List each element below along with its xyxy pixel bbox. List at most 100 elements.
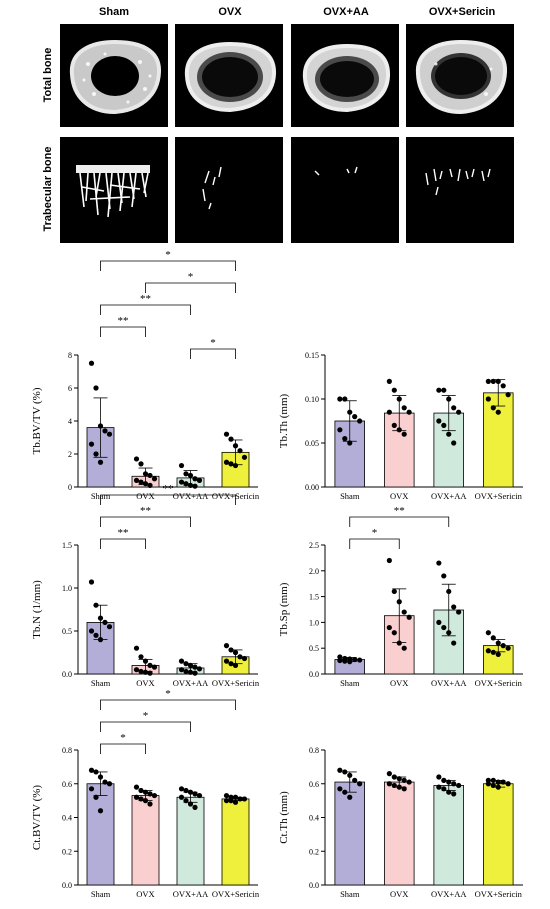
data-point [178, 479, 185, 485]
data-point [451, 640, 457, 646]
data-point [142, 798, 149, 804]
data-point [183, 471, 189, 477]
data-point [401, 777, 407, 783]
data-point [337, 786, 343, 792]
bone-cross-section-image [184, 41, 277, 113]
data-point [441, 422, 447, 428]
data-point [436, 560, 442, 566]
data-point [228, 661, 234, 667]
bar-ovx [131, 795, 160, 886]
data-point [88, 628, 95, 634]
significance-bracket [100, 260, 236, 271]
data-point [241, 796, 248, 802]
data-point [223, 643, 230, 649]
data-point [386, 771, 392, 777]
data-point [232, 649, 239, 656]
data-point [386, 557, 392, 564]
data-point [192, 664, 198, 670]
significance-label: * [120, 732, 126, 744]
y-tick-label: 1.0 [62, 584, 72, 593]
data-point [183, 481, 189, 487]
ct-scan-total-ovx-sericin [406, 24, 514, 127]
data-point [88, 786, 95, 792]
significance-label: ** [394, 505, 405, 517]
x-tick-label: OVX+Sericin [475, 889, 523, 899]
data-point [237, 654, 243, 660]
data-point [93, 794, 99, 800]
data-point [386, 378, 392, 384]
significance-bracket [100, 326, 146, 337]
x-tick-label: OVX+AA [431, 889, 467, 899]
y-tick-label: 0.05 [305, 439, 319, 448]
significance-label: ** [163, 483, 174, 495]
data-point [138, 796, 144, 802]
y-tick-label: 0.6 [309, 780, 319, 789]
x-tick-label: OVX+Sericin [475, 678, 523, 688]
x-tick-label: Sham [91, 889, 111, 899]
data-point [490, 405, 496, 411]
data-point [93, 632, 99, 638]
data-point [386, 624, 392, 631]
bone-cross-section-image [302, 43, 391, 113]
data-point [352, 656, 358, 663]
data-point [232, 662, 239, 669]
data-point [451, 405, 457, 411]
data-point [187, 482, 194, 488]
data-point [495, 640, 501, 646]
data-point [396, 427, 402, 433]
x-tick-label: Sham [91, 678, 111, 688]
data-point [386, 781, 392, 787]
data-point [337, 427, 343, 433]
data-point [456, 609, 462, 615]
y-tick-label: 1.5 [62, 541, 72, 550]
data-point [490, 378, 496, 384]
data-point [241, 655, 248, 662]
data-point [97, 808, 104, 814]
x-tick-label: OVX+AA [431, 491, 467, 501]
ct-scan-total-ovx [175, 24, 283, 127]
data-point [451, 791, 457, 797]
data-point [386, 409, 392, 415]
data-point [228, 647, 234, 653]
y-tick-label: 0.5 [309, 644, 319, 653]
trabecular-bone-image [314, 166, 358, 176]
data-point [500, 643, 506, 649]
data-point [485, 648, 491, 654]
data-point [223, 459, 230, 465]
data-point [106, 781, 113, 787]
ct-scan-total-ovx-aa [291, 24, 399, 127]
trabecular-bone-image [202, 166, 222, 210]
data-point [391, 387, 397, 393]
bar-ovx-sericin [482, 392, 514, 488]
y-tick-label: 2.0 [309, 567, 319, 576]
y-tick-label: 0.2 [309, 847, 319, 856]
x-tick-label: OVX [136, 678, 154, 688]
significance-bracket [190, 348, 236, 359]
y-tick-label: 0.8 [62, 746, 72, 755]
x-tick-label: OVX [390, 678, 408, 688]
y-tick-label: 0.4 [309, 814, 319, 823]
y-tick-label: 0.8 [309, 746, 319, 755]
data-point [500, 383, 506, 389]
data-point [485, 396, 491, 402]
data-point [93, 602, 99, 608]
x-tick-label: OVX [390, 491, 408, 501]
data-point [436, 784, 442, 790]
data-point [401, 431, 407, 437]
y-tick-label: 0.0 [309, 881, 319, 890]
y-tick-label: 4 [68, 417, 72, 426]
data-point [178, 658, 185, 664]
x-tick-label: OVX+AA [173, 678, 209, 688]
data-point [102, 428, 108, 434]
y-tick-label: 0.10 [305, 395, 319, 404]
data-point [241, 454, 248, 460]
y-tick-label: 0.00 [305, 483, 319, 492]
y-axis-label: Ct.BV/TV (%) [31, 785, 43, 851]
x-tick-label: OVX [390, 889, 408, 899]
data-point [347, 409, 353, 415]
data-point [151, 792, 158, 799]
significance-label: ** [118, 527, 129, 539]
data-point [147, 482, 153, 488]
data-point [138, 654, 144, 660]
y-tick-label: 0.0 [62, 670, 72, 679]
